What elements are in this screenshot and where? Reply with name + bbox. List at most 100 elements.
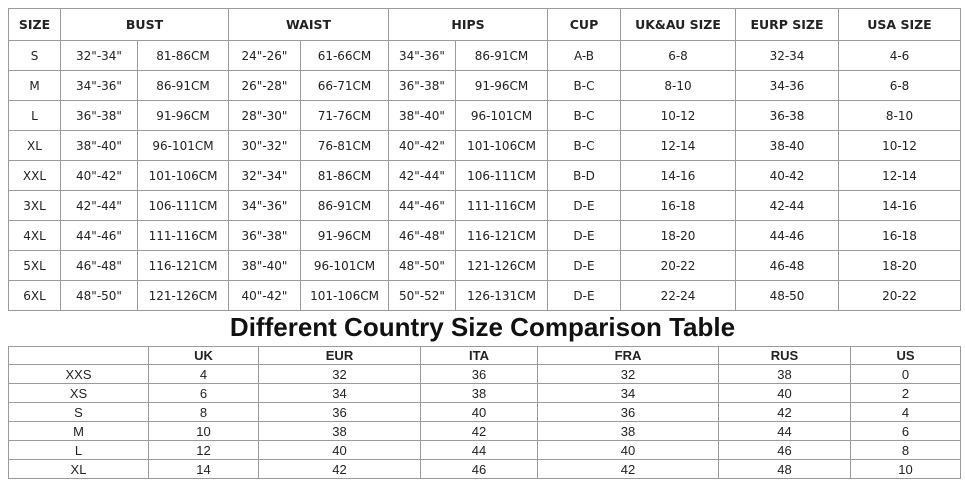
table-cell: 40-42 (735, 160, 839, 191)
table-cell: 116-121CM (455, 220, 548, 251)
table-row: XL 38"-40" 96-101CM 30"-32" 76-81CM 40"-42" 10… (8, 130, 961, 161)
table-cell: 40 (420, 402, 538, 422)
column-header: FRA (537, 346, 719, 365)
table-row: M 10 38 42 38 44 6 (8, 421, 961, 441)
table-cell: 38"-40" (228, 250, 301, 281)
table-cell: XXL (8, 160, 61, 191)
column-header: UK&AU SIZE (620, 8, 736, 41)
table-cell: 38 (420, 383, 538, 403)
table-cell: D-E (547, 250, 621, 281)
table-cell: 38"-40" (388, 100, 456, 131)
table-cell: XL (8, 459, 149, 479)
table-cell: M (8, 70, 61, 101)
table-cell: 6 (148, 383, 259, 403)
table-cell: 36"-38" (388, 70, 456, 101)
table-cell: 38"-40" (60, 130, 138, 161)
table-cell: 81-86CM (300, 160, 389, 191)
table-cell: B-C (547, 70, 621, 101)
table-cell: 36 (537, 402, 719, 422)
table-cell: 42-44 (735, 190, 839, 221)
table-cell: 32 (258, 364, 421, 384)
table-cell: 4XL (8, 220, 61, 251)
column-header: US (850, 346, 961, 365)
table-cell: 106-111CM (455, 160, 548, 191)
table-cell: 10-12 (838, 130, 961, 161)
table-cell: 81-86CM (137, 40, 229, 71)
table-cell: 44"-46" (388, 190, 456, 221)
table-row: M 34"-36" 86-91CM 26"-28" 66-71CM 36"-38" 91-9… (8, 70, 961, 101)
table-cell: 61-66CM (300, 40, 389, 71)
table-cell: 16-18 (620, 190, 736, 221)
table-row: XXL 40"-42" 101-106CM 32"-34" 81-86CM 42"-44"… (8, 160, 961, 191)
table-cell: 44 (718, 421, 851, 441)
table-cell: 44 (420, 440, 538, 460)
table-cell: 6-8 (620, 40, 736, 71)
table-cell: S (8, 40, 61, 71)
table-cell: XL (8, 130, 61, 161)
table-cell: 101-106CM (137, 160, 229, 191)
table-cell: B-C (547, 100, 621, 131)
table-cell: B-C (547, 130, 621, 161)
table-cell: 16-18 (838, 220, 961, 251)
table-row: 3XL 42"-44" 106-111CM 34"-36" 86-91CM 44"-46"… (8, 190, 961, 221)
table-cell: 42"-44" (388, 160, 456, 191)
table-cell: 38 (537, 421, 719, 441)
header-row: SIZE BUST WAIST HIPS CUP UK&AU SIZE EURP SIZE U… (8, 8, 961, 41)
column-header: BUST (60, 8, 229, 41)
table-cell: 12 (148, 440, 259, 460)
table-cell: 40"-42" (388, 130, 456, 161)
table-cell: 50"-52" (388, 280, 456, 311)
table-cell: 48-50 (735, 280, 839, 311)
table-cell: 36 (420, 364, 538, 384)
table-cell: 4 (148, 364, 259, 384)
column-header: EURP SIZE (735, 8, 839, 41)
column-header: ITA (420, 346, 538, 365)
table-cell: 10-12 (620, 100, 736, 131)
table-cell: 71-76CM (300, 100, 389, 131)
table-cell: 34"-36" (60, 70, 138, 101)
table-cell: B-D (547, 160, 621, 191)
table-row: 6XL 48"-50" 121-126CM 40"-42" 101-106CM 50"-5… (8, 280, 961, 311)
table-cell: 42 (258, 459, 421, 479)
table-cell: 66-71CM (300, 70, 389, 101)
table-row: L 12 40 44 40 46 8 (8, 440, 961, 460)
table-cell: L (8, 440, 149, 460)
table-cell: 32-34 (735, 40, 839, 71)
table-cell: 46-48 (735, 250, 839, 281)
table-cell: 2 (850, 383, 961, 403)
table-cell: 91-96CM (300, 220, 389, 251)
table-cell: 34 (258, 383, 421, 403)
table-cell: 18-20 (620, 220, 736, 251)
column-header: UK (148, 346, 259, 365)
table-cell: 3XL (8, 190, 61, 221)
table-cell: D-E (547, 190, 621, 221)
table-cell: 20-22 (620, 250, 736, 281)
table-cell: 36"-38" (228, 220, 301, 251)
table-cell: 32"-34" (60, 40, 138, 71)
table-cell: 40"-42" (228, 280, 301, 311)
table-cell: 8-10 (838, 100, 961, 131)
table-cell: L (8, 100, 61, 131)
table-cell: 12-14 (620, 130, 736, 161)
table-cell: 6XL (8, 280, 61, 311)
table-cell: 34"-36" (388, 40, 456, 71)
table-cell: XS (8, 383, 149, 403)
table-cell: 36 (258, 402, 421, 422)
table-cell: 38-40 (735, 130, 839, 161)
table-cell: 111-116CM (137, 220, 229, 251)
table-cell: 96-101CM (455, 100, 548, 131)
table-cell: 42 (420, 421, 538, 441)
table-cell: 10 (148, 421, 259, 441)
table-cell: 8 (148, 402, 259, 422)
table-cell: 42 (718, 402, 851, 422)
table-cell: XXS (8, 364, 149, 384)
table-cell: 6-8 (838, 70, 961, 101)
table-cell: 40 (537, 440, 719, 460)
table-cell: S (8, 402, 149, 422)
table-cell: 126-131CM (455, 280, 548, 311)
table-cell: 91-96CM (137, 100, 229, 131)
column-header: RUS (718, 346, 851, 365)
comparison-table: UK EUR ITA FRA RUS US XXS 4 32 36 32 38 0 XS 6 34 38 34 4… (8, 346, 961, 479)
table-cell: 40 (718, 383, 851, 403)
